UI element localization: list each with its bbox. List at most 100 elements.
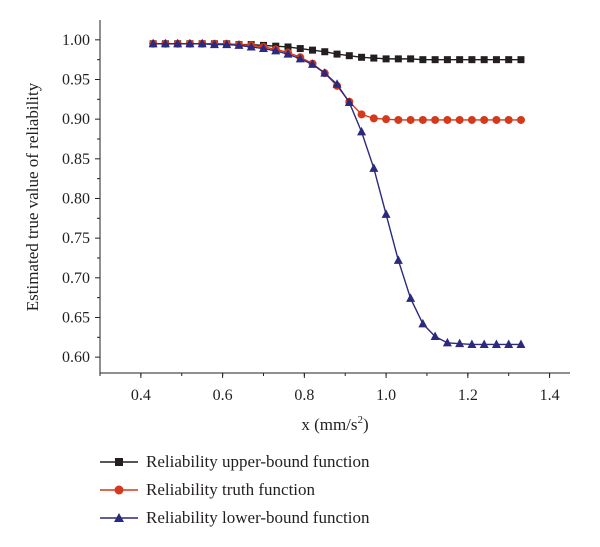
- data-point-triangle: [344, 97, 354, 106]
- data-point-square: [321, 48, 329, 56]
- data-point-square: [419, 56, 427, 64]
- data-point-circle: [443, 115, 452, 124]
- data-point-triangle: [148, 38, 158, 48]
- data-point-square: [296, 45, 304, 53]
- data-point-triangle: [442, 337, 452, 347]
- legend-label: Reliability lower-bound function: [146, 508, 370, 527]
- y-axis-title: Estimated true value of reliability: [23, 82, 42, 311]
- data-point-square: [358, 53, 366, 61]
- data-point-triangle: [369, 163, 379, 172]
- data-point-circle: [492, 115, 501, 124]
- data-point-circle: [516, 115, 525, 124]
- data-point-square: [382, 55, 390, 63]
- data-point-triangle: [246, 41, 256, 51]
- data-point-triangle: [234, 40, 244, 49]
- data-point-square: [370, 54, 378, 62]
- x-axis-title: x (mm/s2): [301, 414, 368, 434]
- data-point-circle: [369, 114, 378, 123]
- series-layer: [148, 38, 526, 348]
- data-point-triangle: [479, 339, 489, 348]
- x-tick-label: 0.8: [294, 387, 314, 404]
- data-point-circle: [357, 110, 366, 119]
- data-point-circle: [406, 115, 415, 124]
- data-point-square: [431, 56, 439, 64]
- data-point-circle: [394, 115, 403, 124]
- data-point-circle: [480, 115, 489, 124]
- legend-label: Reliability upper-bound function: [146, 452, 370, 471]
- data-point-circle: [504, 115, 513, 124]
- data-point-square: [480, 56, 488, 64]
- data-point-triangle: [258, 43, 268, 53]
- data-point-triangle: [393, 255, 403, 264]
- x-axis-title-superscript: 2: [358, 414, 364, 426]
- data-point-circle: [418, 115, 427, 124]
- y-tick-label: 0.80: [62, 190, 90, 207]
- y-tick-label: 0.60: [62, 349, 90, 366]
- data-point-square: [443, 56, 451, 64]
- x-tick-label: 1.0: [376, 387, 396, 404]
- y-ticks: 1.00 0.95 0.90 0.85 0.80 0.75 0.70 0.65 0.60: [62, 32, 100, 366]
- data-point-triangle: [209, 39, 219, 49]
- data-point-square: [333, 50, 341, 58]
- legend-swatch-triangle: [100, 513, 138, 522]
- legend-item-lower-bound: Reliability lower-bound function: [98, 504, 518, 532]
- legend-swatch-square: [100, 458, 138, 466]
- legend: Reliability upper-bound function Reliabi…: [98, 448, 518, 532]
- data-point-triangle: [197, 38, 207, 48]
- data-point-triangle: [381, 209, 391, 218]
- legend-label: Reliability truth function: [146, 480, 316, 499]
- y-tick-label: 0.75: [62, 230, 90, 247]
- legend-item-upper-bound: Reliability upper-bound function: [98, 448, 518, 476]
- x-tick-label: 1.4: [540, 387, 560, 404]
- x-tick-label: 0.4: [131, 387, 151, 404]
- data-point-triangle: [455, 338, 465, 348]
- y-tick-label: 1.00: [62, 32, 90, 49]
- data-point-circle: [431, 115, 440, 124]
- data-point-triangle: [185, 38, 195, 48]
- data-point-square: [505, 56, 513, 64]
- data-point-circle: [455, 115, 464, 124]
- data-point-square: [394, 55, 402, 63]
- data-point-triangle: [516, 339, 526, 348]
- data-point-triangle: [332, 79, 342, 88]
- data-point-triangle: [173, 38, 183, 48]
- data-point-square: [407, 55, 415, 63]
- data-point-square: [456, 56, 464, 64]
- x-tick-label: 0.6: [213, 387, 233, 404]
- data-point-square: [492, 56, 500, 64]
- data-point-triangle: [491, 339, 501, 348]
- data-point-triangle: [320, 68, 330, 77]
- data-point-triangle: [308, 59, 318, 68]
- series-lower-bound: [148, 38, 526, 348]
- plot-area: 1.00 0.95 0.90 0.85 0.80 0.75 0.70 0.65 0.60 0.4…: [62, 20, 570, 404]
- data-point-triangle: [406, 293, 416, 302]
- data-point-square: [517, 56, 525, 64]
- data-point-triangle: [357, 126, 367, 136]
- y-tick-label: 0.65: [62, 309, 90, 326]
- data-point-triangle: [295, 53, 305, 63]
- data-point-circle: [382, 115, 391, 124]
- y-tick-label: 0.85: [62, 151, 90, 168]
- legend-swatch-circle: [100, 485, 138, 495]
- data-point-triangle: [418, 318, 428, 328]
- data-point-triangle: [271, 45, 281, 55]
- data-point-square: [468, 56, 476, 64]
- data-point-triangle: [467, 339, 477, 348]
- data-point-triangle: [222, 39, 232, 49]
- x-axis-title-tail: ): [363, 415, 369, 434]
- data-point-circle: [467, 115, 476, 124]
- data-point-square: [284, 43, 292, 51]
- data-point-triangle: [283, 49, 293, 58]
- data-point-triangle: [504, 339, 514, 348]
- legend-item-truth: Reliability truth function: [98, 476, 518, 504]
- data-point-square: [345, 52, 353, 60]
- data-point-triangle: [160, 38, 170, 48]
- x-tick-label: 1.2: [458, 387, 478, 404]
- x-ticks: 0.4 0.6 0.8 1.0 1.2 1.4: [99, 373, 560, 404]
- y-tick-label: 0.70: [62, 270, 90, 287]
- y-tick-label: 0.90: [62, 111, 90, 128]
- data-point-square: [309, 46, 317, 54]
- data-point-triangle: [430, 331, 440, 341]
- y-tick-label: 0.95: [62, 71, 90, 88]
